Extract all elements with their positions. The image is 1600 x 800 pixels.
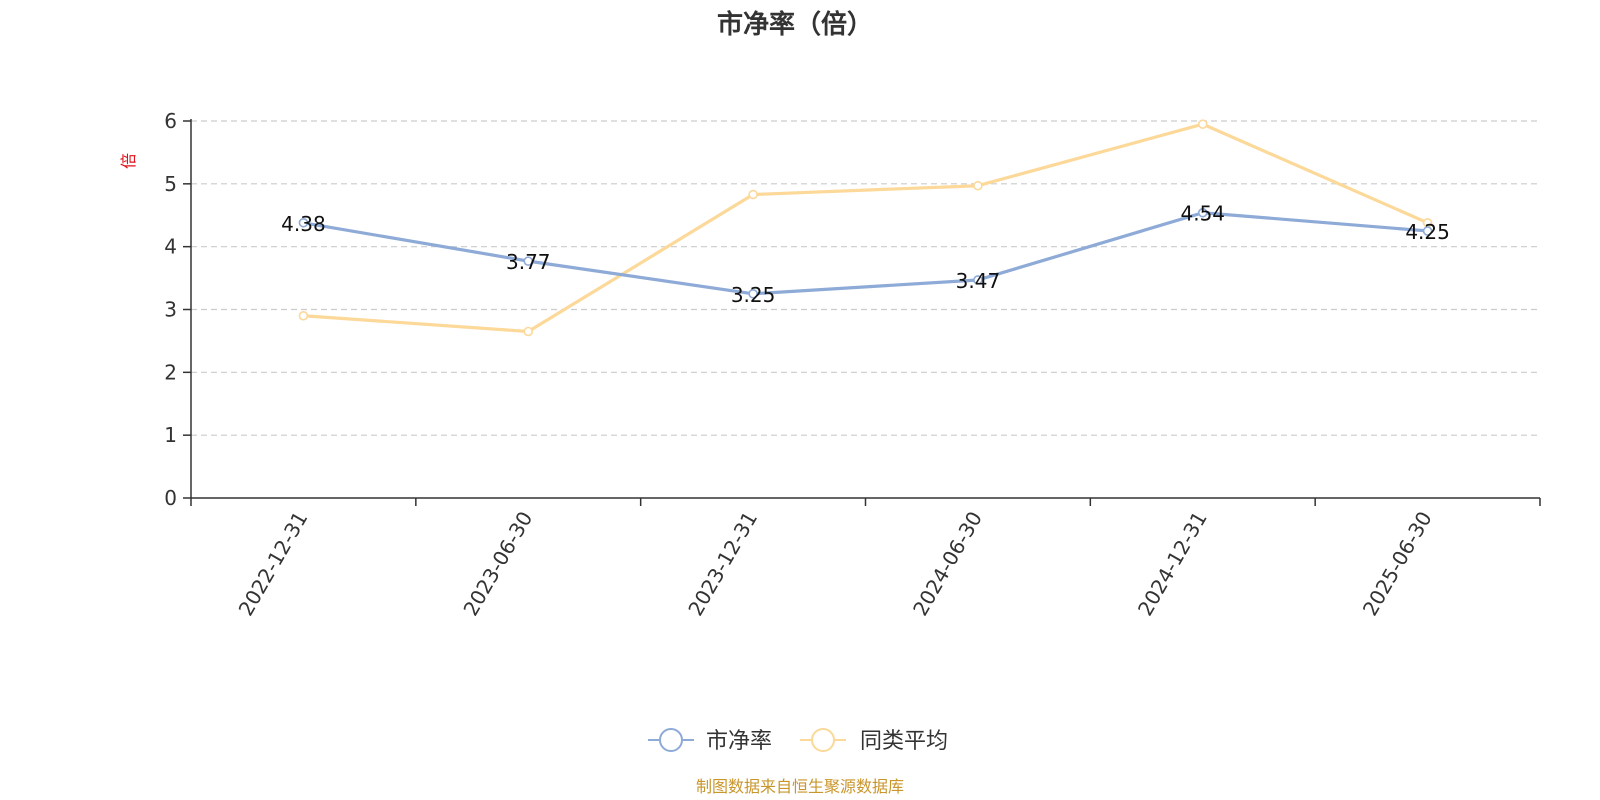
data-label-2: 3.25 [731,283,776,307]
data-label-1: 3.77 [506,250,551,274]
data-label-4: 4.54 [1180,202,1225,226]
x-tick-label-4: 2024-12-31 [1133,507,1212,620]
series-0-point-4[interactable] [1197,207,1208,218]
series-1-point-2[interactable] [748,189,758,200]
x-tick-label-5: 2025-06-30 [1358,507,1437,620]
series-line-0 [303,211,1428,296]
series-1-point-3[interactable] [973,180,983,191]
series-line-1 [303,122,1429,334]
series-1-point-0[interactable] [298,310,309,321]
legend-item-pb[interactable]: 市净率 [648,728,772,754]
data-label-0: 4.38 [281,212,326,236]
data-labels: 4.38 3.77 3.25 3.47 4.54 4.25 [281,202,1450,307]
y-tick-label-3: 3 [164,298,177,322]
x-tick-label-3: 2024-06-30 [908,507,987,620]
x-tick-label-1: 2023-06-30 [458,507,537,620]
legend-label-peer-average: 同类平均 [860,729,948,754]
series-1-point-4[interactable] [1197,119,1208,129]
axes: 0 1 2 3 4 5 6 2022-12-31 2023-06-30 2023-12-31 202… [164,109,1541,620]
y-tick-label-4: 4 [164,235,177,259]
series-0-point-3[interactable] [973,275,983,285]
data-label-3: 3.47 [956,269,1001,293]
x-tick-label-0: 2022-12-31 [234,507,313,620]
y-tick-label-2: 2 [164,360,177,384]
x-tick-label-2: 2023-12-31 [683,507,762,620]
grid-lines [191,120,1540,436]
chart-title: 市净率（倍） [717,9,873,40]
y-tick-label-1: 1 [164,423,177,447]
legend-label-pb: 市净率 [706,729,772,754]
y-tick-label-5: 5 [164,172,177,196]
y-tick-label-0: 0 [164,486,177,510]
series-0-point-5[interactable] [1422,226,1433,236]
data-label-5: 4.25 [1405,220,1450,244]
legend-marker-peer-average [811,728,835,752]
legend-item-peer-average[interactable]: 同类平均 [800,728,948,754]
source-note: 制图数据来自恒生聚源数据库 [696,777,904,796]
series-0-point-1[interactable] [523,256,534,266]
series-0-point-2[interactable] [748,288,758,299]
legend: 市净率 同类平均 [648,728,948,754]
y-axis-label: 倍 [119,153,138,169]
y-tick-label-6: 6 [164,109,177,133]
legend-marker-pb [659,728,683,752]
series-0-point-0[interactable] [298,217,309,228]
series-lines [298,119,1433,337]
series-1-point-1[interactable] [523,326,534,337]
